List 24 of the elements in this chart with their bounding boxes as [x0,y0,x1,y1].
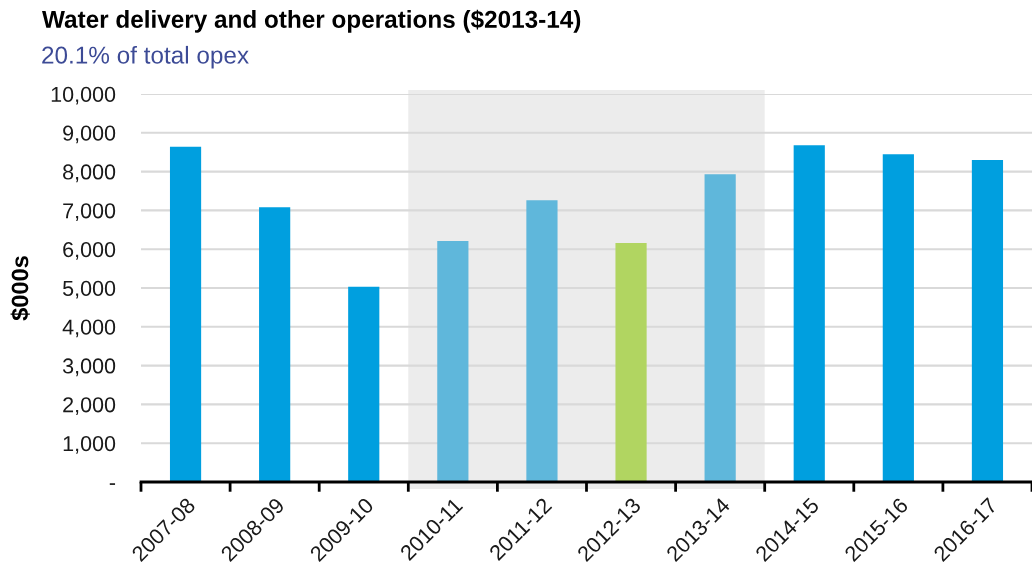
y-axis-title: $000s [10,256,30,321]
y-tick-label: 9,000 [63,125,116,144]
y-tick-label: 1,000 [63,435,116,454]
bar [169,146,202,482]
bar [793,145,825,482]
bar [704,174,736,482]
y-tick-label: 6,000 [63,241,116,260]
bar [348,286,380,482]
y-tick-label: 5,000 [62,280,116,299]
y-tick-label: 8,000 [63,164,116,183]
y-tick-label: 4,000 [62,319,116,338]
bar [259,207,291,482]
y-tick-label: 3,000 [62,358,116,377]
y-tick-label: 2,000 [63,397,116,415]
bar [437,241,469,482]
y-tick-label: 7,000 [63,203,116,221]
bar [971,159,1004,482]
bar [882,154,914,482]
y-tick-label: - [109,483,116,485]
chart-title: Water delivery and other operations ($2013-14) [42,9,581,33]
bar [526,200,558,482]
bar [615,242,647,482]
y-tick-label: 10,000 [51,86,116,105]
chart-subtitle: 20.1% of total opex [42,45,249,69]
